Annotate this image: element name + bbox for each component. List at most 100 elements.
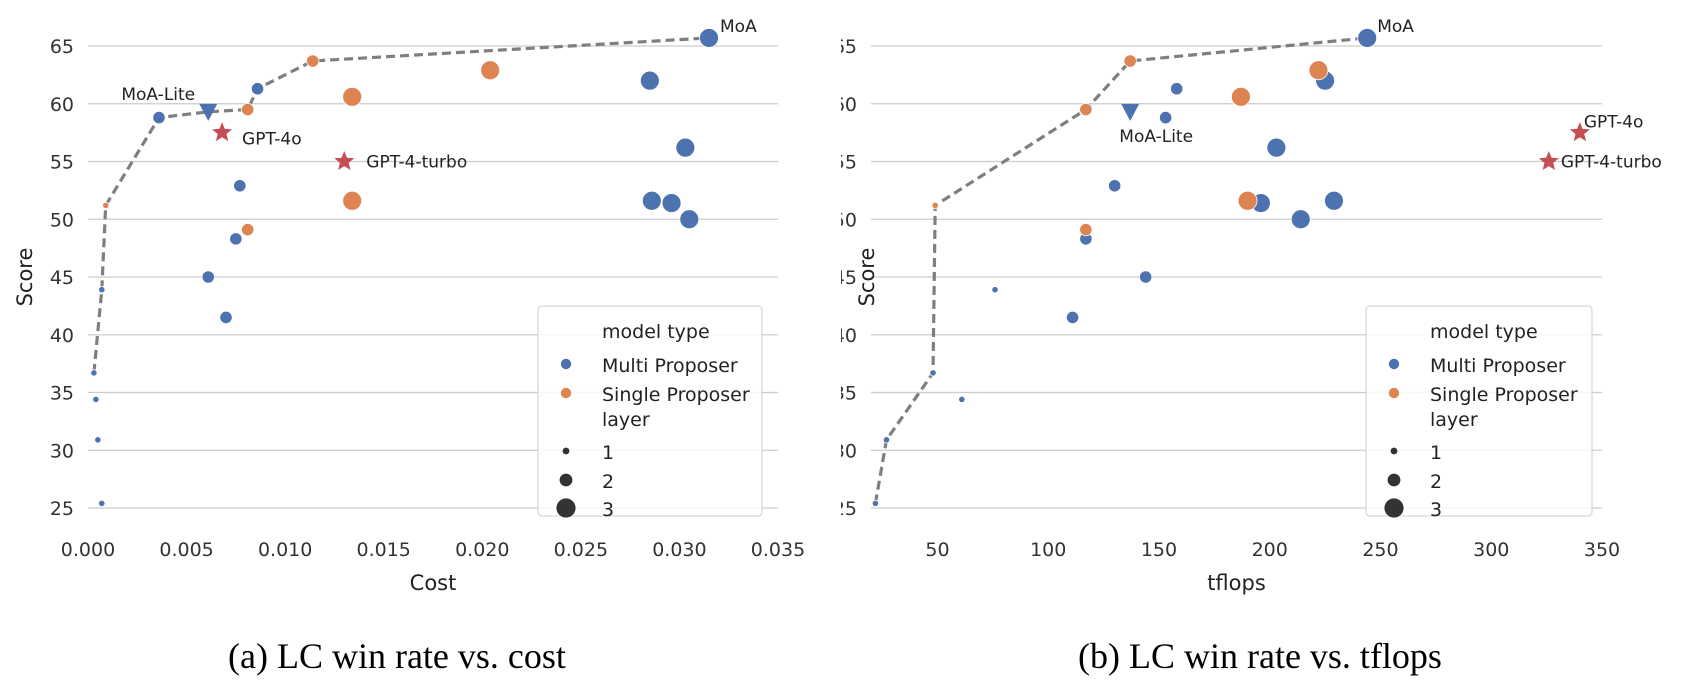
x-axis-label: Cost bbox=[410, 571, 457, 595]
legend-title-model-type: model type bbox=[602, 321, 710, 343]
gpt-star-marker bbox=[1538, 151, 1559, 170]
moa-lite-label: MoA-Lite bbox=[1119, 127, 1193, 147]
y-tick-label: 30 bbox=[841, 440, 857, 462]
y-tick-label: 55 bbox=[50, 152, 74, 174]
y-tick-label: 40 bbox=[841, 325, 857, 347]
x-axis-label: tflops bbox=[1207, 571, 1266, 595]
multi-proposer-point bbox=[1170, 82, 1184, 96]
legend: model type Multi Proposer Single Proposer l… bbox=[1365, 305, 1593, 521]
single-proposer-point bbox=[931, 201, 939, 209]
legend-entry: Single Proposer bbox=[602, 384, 750, 406]
multi-proposer-point bbox=[1266, 137, 1287, 158]
x-tick-label: 350 bbox=[1584, 539, 1620, 561]
moa-lite-marker bbox=[199, 103, 218, 121]
legend-marker-single bbox=[1388, 387, 1400, 399]
pareto-frontier-line bbox=[873, 36, 1368, 504]
y-tick-label: 25 bbox=[50, 498, 74, 520]
multi-proposer-point bbox=[201, 270, 215, 284]
single-proposer-point bbox=[102, 201, 110, 209]
legend-size-marker bbox=[1390, 447, 1398, 455]
y-tick-label: 35 bbox=[50, 383, 74, 405]
multi-proposer-point bbox=[679, 209, 700, 230]
y-tick-label: 45 bbox=[50, 267, 74, 289]
multi-proposer-point bbox=[94, 436, 102, 444]
legend-size-marker bbox=[1384, 498, 1404, 518]
legend-size-entry: 2 bbox=[602, 471, 614, 493]
gpt-label: GPT-4o bbox=[242, 130, 302, 150]
multi-proposer-point bbox=[1108, 179, 1122, 193]
x-tick-label: 50 bbox=[925, 539, 949, 561]
legend-marker-multi bbox=[1388, 358, 1400, 370]
legend-size-marker bbox=[559, 473, 573, 487]
y-tick-label: 30 bbox=[50, 440, 74, 462]
y-tick-label: 25 bbox=[841, 498, 857, 520]
single-proposer-point bbox=[1308, 60, 1329, 81]
multi-proposer-point bbox=[639, 70, 660, 91]
legend-size-marker bbox=[562, 447, 570, 455]
y-tick-label: 65 bbox=[841, 36, 857, 58]
multi-proposer-point bbox=[991, 286, 999, 294]
moa-lite-marker bbox=[1121, 103, 1140, 121]
legend-size-entry: 3 bbox=[1430, 499, 1442, 521]
multi-proposer-point bbox=[229, 232, 243, 246]
legend-marker-single bbox=[560, 387, 572, 399]
multi-proposer-point bbox=[1324, 190, 1344, 211]
y-tick-label: 50 bbox=[50, 209, 74, 231]
x-tick-label: 150 bbox=[1141, 539, 1177, 561]
single-proposer-point bbox=[1231, 86, 1251, 107]
single-proposer-point bbox=[342, 86, 363, 107]
legend-size-entry: 2 bbox=[1430, 471, 1442, 493]
single-proposer-point bbox=[480, 60, 501, 81]
gpt-star-marker bbox=[212, 122, 233, 142]
multi-proposer-point bbox=[152, 111, 166, 125]
chart-tflops-vs-score: 25 30 35 40 45 50 55 60 65 50 100 150 200 250 300 350 tf… bbox=[841, 17, 1662, 595]
moa-label: MoA bbox=[720, 17, 757, 37]
legend-entry: Multi Proposer bbox=[602, 355, 738, 377]
single-proposer-point bbox=[1237, 190, 1258, 211]
caption-cost: (a) LC win rate vs. cost bbox=[228, 636, 566, 676]
multi-proposer-point bbox=[90, 369, 98, 377]
multi-proposer-point bbox=[675, 137, 696, 158]
single-proposer-point bbox=[1079, 102, 1093, 117]
legend-size-entry: 1 bbox=[1430, 442, 1442, 464]
gpt-label: GPT-4o bbox=[1584, 113, 1644, 133]
x-tick-label: 0.030 bbox=[652, 539, 706, 561]
x-tick-label: 250 bbox=[1362, 539, 1398, 561]
multi-proposer-point bbox=[250, 82, 265, 96]
x-tick-label: 0.010 bbox=[258, 539, 312, 561]
x-tick-label: 0.015 bbox=[357, 539, 411, 561]
y-tick-label: 55 bbox=[841, 152, 857, 174]
y-tick-label: 40 bbox=[50, 325, 74, 347]
multi-proposer-point bbox=[958, 395, 966, 404]
legend-size-entry: 1 bbox=[602, 442, 614, 464]
legend-title-layer: layer bbox=[602, 409, 650, 431]
y-tick-label: 35 bbox=[841, 383, 857, 405]
multi-proposer-point bbox=[219, 310, 233, 325]
legend-size-marker bbox=[1387, 473, 1401, 487]
single-proposer-point bbox=[241, 102, 255, 117]
multi-proposer-point bbox=[98, 499, 106, 507]
multi-proposer-point bbox=[233, 179, 247, 193]
gpt-label: GPT-4-turbo bbox=[1561, 153, 1662, 173]
single-proposer-point bbox=[1079, 223, 1093, 237]
pareto-frontier-line bbox=[92, 36, 710, 374]
legend-size-marker bbox=[556, 498, 576, 518]
caption-tflops: (b) LC win rate vs. tflops bbox=[1078, 636, 1442, 676]
y-tick-label: 60 bbox=[50, 94, 74, 116]
x-tick-label: 0.025 bbox=[554, 539, 608, 561]
moa-lite-label: MoA-Lite bbox=[121, 85, 195, 105]
gpt-star-marker bbox=[334, 151, 355, 170]
multi-proposer-point bbox=[699, 28, 719, 48]
y-tick-label: 45 bbox=[841, 267, 857, 289]
legend-entry: Single Proposer bbox=[1430, 384, 1578, 406]
legend-box bbox=[1365, 305, 1593, 517]
y-axis-label: Score bbox=[13, 248, 37, 307]
legend-marker-multi bbox=[560, 358, 572, 370]
multi-proposer-point bbox=[98, 286, 106, 294]
legend-box bbox=[537, 305, 763, 517]
gpt-star-marker bbox=[1569, 122, 1590, 142]
multi-proposer-point bbox=[882, 436, 891, 444]
y-tick-label: 60 bbox=[841, 94, 857, 116]
multi-proposer-point bbox=[871, 499, 880, 507]
single-proposer-point bbox=[241, 223, 255, 237]
